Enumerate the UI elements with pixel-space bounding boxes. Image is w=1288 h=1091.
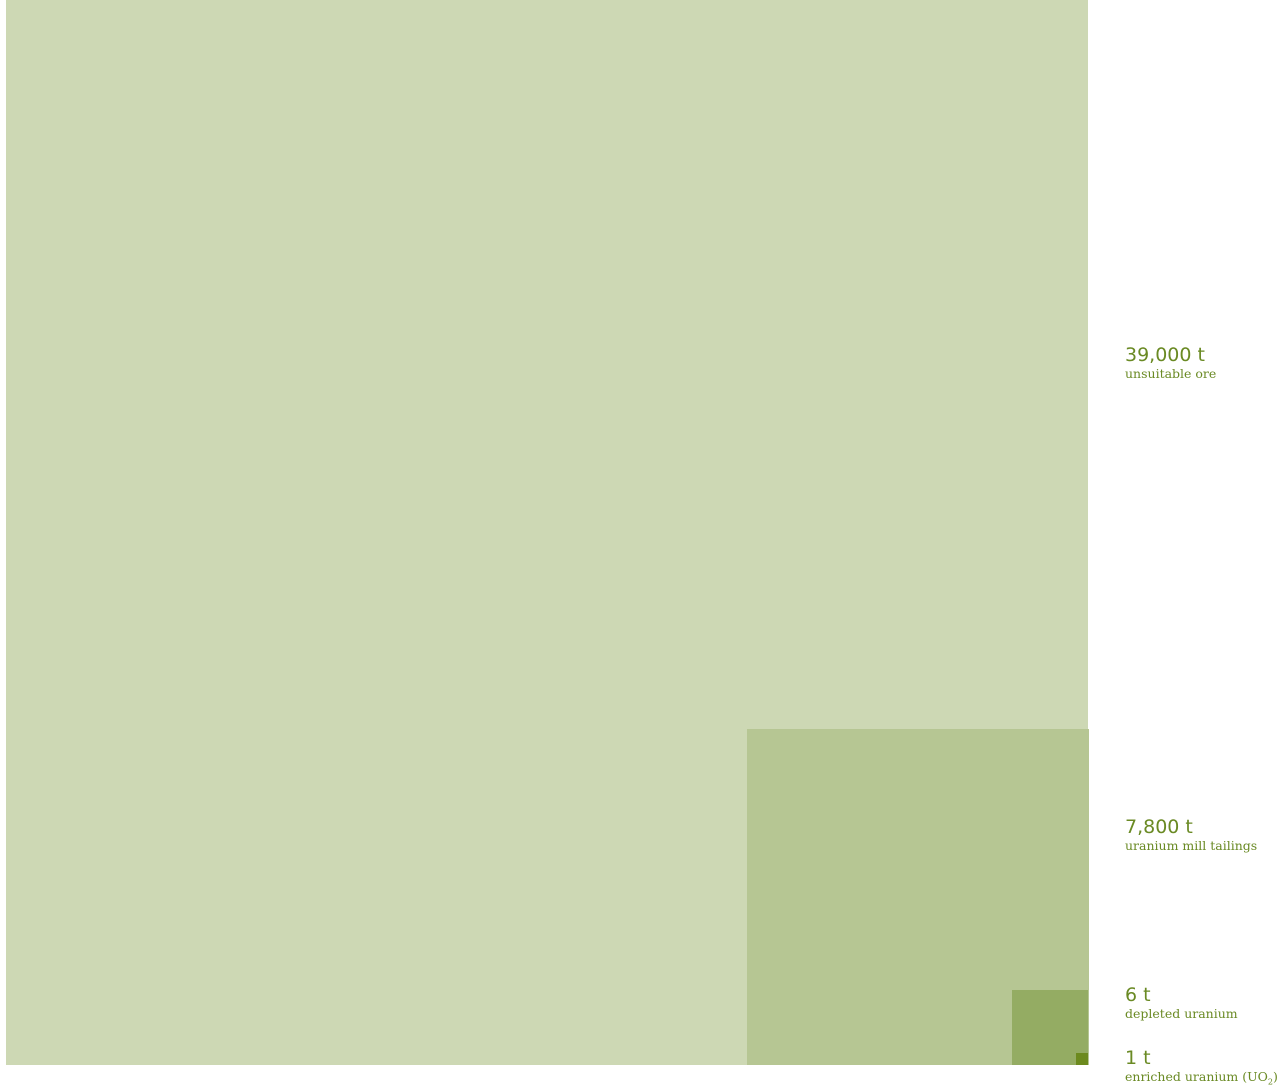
enriched-uranium-label: 1 t enriched uranium (UO2) [1125,1047,1278,1087]
unsuitable-ore-label: 39,000 t unsuitable ore [1125,344,1216,381]
amount-text: 7,800 t [1125,816,1193,838]
enriched-uranium-square [1076,1053,1088,1065]
amount-text: 6 t [1125,984,1151,1006]
name-text: enriched uranium (UO2) [1125,1069,1278,1087]
name-text: unsuitable ore [1125,366,1217,381]
name-text: uranium mill tailings [1125,838,1258,853]
depleted-uranium-label: 6 t depleted uranium [1125,984,1238,1021]
name-text: depleted uranium [1125,1006,1238,1021]
name-end: ) [1273,1069,1278,1084]
depleted-uranium-square [1012,990,1088,1065]
amount-text: 39,000 t [1125,344,1205,366]
mill-tailings-label: 7,800 t uranium mill tailings [1125,816,1257,853]
name-main: enriched uranium (UO [1125,1069,1268,1084]
amount-text: 1 t [1125,1047,1151,1069]
name-subscript: 2 [1267,1077,1274,1087]
